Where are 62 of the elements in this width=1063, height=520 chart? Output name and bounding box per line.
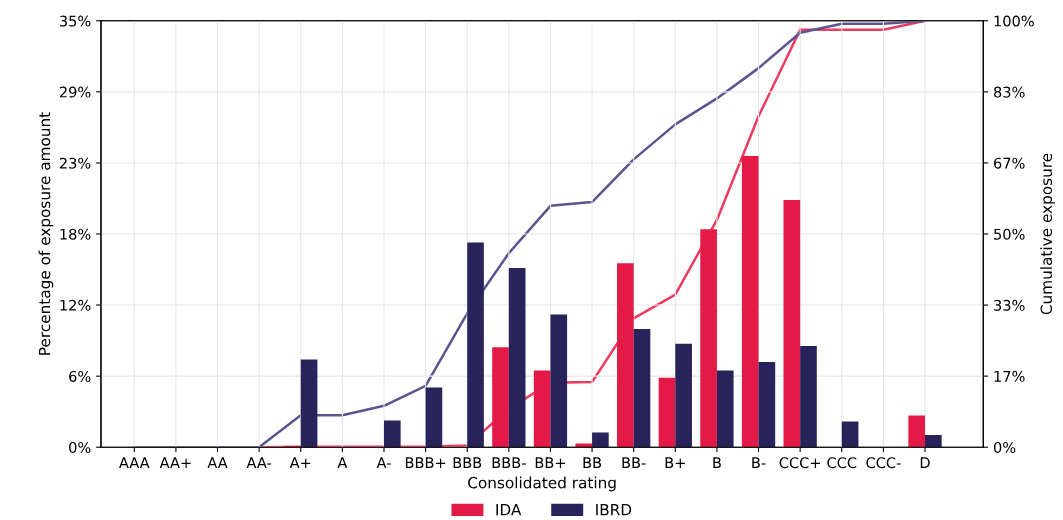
x-tick-label: B [713,457,721,468]
bar [425,387,443,448]
y-tick-label: 6% [69,370,91,382]
y-tick-label: 0% [69,441,91,453]
bar [533,370,551,448]
y2-tick-label: 33% [994,299,1025,311]
bar [633,329,651,448]
y2-tick-label: 0% [993,441,1016,453]
bar [592,432,609,448]
y2-tick-label: 17% [994,370,1025,382]
bar [741,156,759,448]
y2-tick-label: 50% [994,228,1025,240]
bar [550,314,568,448]
bar [800,346,817,448]
x-tick-label: CCC [827,457,857,469]
bar [841,421,859,448]
bar [675,343,692,448]
x-tick-label: B+ [665,457,685,468]
bar [617,263,634,448]
x-tick-label: BBB [453,457,482,468]
x-tick-label: A [337,457,348,468]
x-tick-label: AAA [119,457,150,468]
bar [467,242,484,448]
bar [716,370,734,448]
y-tick-label: 18% [60,228,91,240]
bar [300,359,318,448]
x-tick-label: B- [752,457,766,468]
bar [508,268,526,448]
bar [783,199,801,448]
x-tick-label: AA- [246,457,272,468]
x-tick-label: CCC+ [779,457,820,469]
x-tick-label: D [920,457,930,468]
x-tick-label: BB+ [535,457,566,468]
bar [658,377,676,448]
x-tick-label: BBB- [492,457,526,468]
y2-tick-label: 100% [994,15,1034,27]
bar [908,415,926,448]
x-tick-label: AA [207,457,228,468]
y2-tick-label: 67% [994,157,1025,169]
y2-axis-title: Cumulative exposure [1040,153,1056,315]
x-tick-label: CCC- [866,457,901,469]
y-tick-label: 23% [59,157,91,169]
y-tick-label: 12% [60,299,91,311]
y-tick-label: 29% [59,86,91,98]
line-series [133,20,927,448]
x-tick-label: BBB+ [405,457,446,468]
x-tick-label: A+ [289,457,311,468]
x-axis-title: Consolidated rating [468,476,616,492]
bar [492,347,509,448]
x-tick-label: AA+ [159,457,191,468]
bar [700,229,717,448]
bar [925,435,942,448]
bar [758,361,776,448]
legend-label: IBRD [596,504,632,516]
legend-label: IDA [496,504,522,516]
x-tick-label: BB [583,457,602,468]
bar [383,420,401,448]
y-tick-label: 35% [59,15,91,27]
x-tick-label: A- [376,457,391,468]
x-tick-label: BB- [622,457,646,468]
y-axis-title: Percentage of exposure amount [38,112,54,355]
y2-tick-label: 83% [993,86,1025,98]
